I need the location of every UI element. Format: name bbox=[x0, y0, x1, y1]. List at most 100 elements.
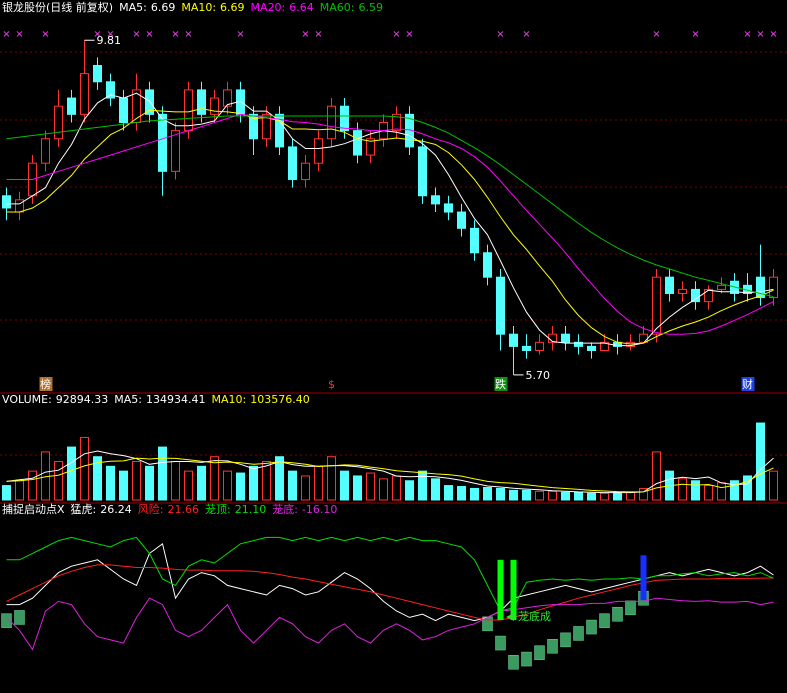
marker-text: 跌 bbox=[495, 377, 506, 391]
ma-line bbox=[6, 564, 774, 621]
candle-body bbox=[574, 341, 583, 347]
candle-body bbox=[418, 146, 427, 197]
event-mark: × bbox=[743, 29, 751, 40]
volume-bar bbox=[509, 489, 518, 501]
volume-bar bbox=[587, 492, 596, 501]
legend-label: 猛虎: bbox=[70, 503, 97, 516]
volume-bar bbox=[223, 470, 232, 501]
volume-header: VOLUME: 92894.33 MA5: 134934.41 MA10: 103576.… bbox=[2, 393, 310, 407]
marker-text: $ bbox=[328, 378, 335, 391]
legend-value: 6.69 bbox=[220, 1, 245, 14]
volume-bar bbox=[457, 486, 466, 501]
indicator-block bbox=[508, 655, 519, 670]
volume-bar bbox=[314, 465, 323, 501]
event-mark: × bbox=[392, 29, 400, 40]
indicator-block bbox=[495, 635, 506, 651]
indicator-block bbox=[14, 610, 25, 625]
candle-body bbox=[587, 345, 596, 351]
legend-item: 茏顶: 21.10 bbox=[205, 503, 266, 517]
candle-body bbox=[249, 113, 258, 140]
signal-note: 茏底成 bbox=[518, 609, 551, 623]
volume-bar bbox=[600, 492, 609, 501]
candle-body bbox=[522, 345, 531, 351]
legend-label: MA10: bbox=[181, 1, 217, 14]
volume-bar bbox=[769, 470, 778, 501]
candle-body bbox=[106, 81, 115, 99]
signal-arrow bbox=[506, 613, 514, 621]
volume-bar bbox=[483, 486, 492, 501]
volume-bar bbox=[717, 482, 726, 501]
legend-label: 茏底: bbox=[272, 503, 298, 516]
title: VOLUME: bbox=[2, 393, 52, 406]
volume-bar bbox=[119, 470, 128, 501]
volume-bar bbox=[639, 487, 648, 501]
indicator-block bbox=[625, 600, 636, 616]
legend-item: MA10: 6.69 bbox=[181, 1, 244, 15]
volume-bar bbox=[691, 480, 700, 501]
event-mark: × bbox=[106, 29, 114, 40]
event-mark: × bbox=[691, 29, 699, 40]
indicator-block bbox=[534, 645, 545, 660]
signal-bar bbox=[510, 559, 517, 621]
price-header: 银龙股份(日线 前复权) MA5: 6.69 MA10: 6.69 MA20: 6.64 MA… bbox=[2, 1, 383, 15]
volume-bar bbox=[80, 436, 89, 501]
legend-value: -16.10 bbox=[301, 503, 338, 516]
ma-line bbox=[6, 597, 774, 651]
legend-item: MA5: 134934.41 bbox=[114, 393, 205, 407]
candle-body bbox=[93, 64, 102, 83]
volume-bar bbox=[353, 475, 362, 501]
legend-label: MA60: bbox=[319, 1, 355, 14]
volume-bar bbox=[158, 446, 167, 501]
volume-bar bbox=[444, 485, 453, 501]
candle-body bbox=[171, 130, 180, 172]
volume-bar bbox=[249, 465, 258, 501]
volume-bar bbox=[392, 475, 401, 501]
candle-body bbox=[470, 227, 479, 254]
volume-bar bbox=[652, 451, 661, 501]
ma-line bbox=[6, 536, 774, 612]
event-mark: × bbox=[652, 29, 660, 40]
legend-value: 6.64 bbox=[289, 1, 314, 14]
volume-bar bbox=[522, 489, 531, 501]
volume-bar bbox=[28, 470, 37, 501]
title: 捕捉启动点X bbox=[2, 503, 65, 516]
volume-bar bbox=[2, 485, 11, 501]
volume-bar bbox=[626, 491, 635, 501]
legend-value: 21.10 bbox=[234, 503, 267, 516]
volume-bar bbox=[548, 490, 557, 501]
indicator-block bbox=[599, 613, 610, 628]
candle-body bbox=[392, 113, 401, 132]
candle-body bbox=[353, 130, 362, 156]
volume-bar bbox=[379, 478, 388, 501]
legend-value: 92894.33 bbox=[55, 393, 109, 406]
candle-body bbox=[67, 97, 76, 115]
volume-bar bbox=[431, 478, 440, 501]
event-mark: × bbox=[184, 29, 192, 40]
volume-bar bbox=[561, 491, 570, 501]
ma-line bbox=[6, 542, 774, 622]
candle-body bbox=[158, 113, 167, 172]
volume-bar bbox=[262, 461, 271, 501]
event-mark: × bbox=[236, 29, 244, 40]
volume-bar bbox=[405, 480, 414, 501]
event-mark: × bbox=[145, 29, 153, 40]
volume-bar bbox=[613, 491, 622, 501]
candle-body bbox=[54, 105, 63, 140]
volume-bar bbox=[535, 490, 544, 501]
event-mark: × bbox=[496, 29, 504, 40]
candle-body bbox=[288, 146, 297, 180]
candle-body bbox=[431, 195, 440, 205]
legend-value: 6.69 bbox=[150, 1, 176, 14]
volume-bar bbox=[756, 422, 765, 501]
indicator-block bbox=[586, 619, 597, 635]
signal-bar bbox=[497, 559, 504, 621]
candle-body bbox=[639, 333, 648, 343]
volume-bar bbox=[145, 465, 154, 501]
volume-bar bbox=[496, 487, 505, 501]
ma-line bbox=[6, 113, 774, 335]
marker-text: 榜 bbox=[40, 377, 51, 391]
candle-body bbox=[509, 333, 518, 347]
candle-body bbox=[301, 162, 310, 180]
volume-bar bbox=[743, 475, 752, 501]
volume-bar bbox=[678, 478, 687, 501]
